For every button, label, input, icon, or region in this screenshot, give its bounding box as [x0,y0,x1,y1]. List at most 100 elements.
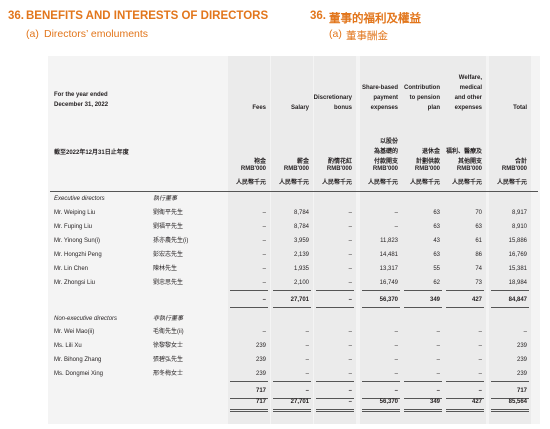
cell: 11,823 [380,237,398,244]
director-name-zh: 張碧弘先生 [153,357,184,363]
rule [491,381,529,382]
cell: 349 [429,296,440,303]
cell: plan [427,105,440,111]
cell: – [262,251,266,258]
rule [446,411,484,412]
director-name: Mr. Wei Mao(ii) [54,329,95,335]
cell: RMB'000 [240,166,266,172]
cell: RMB'000 [501,166,527,172]
cell: 酌情花紅 [327,159,352,165]
rule [273,289,311,291]
column-shade [402,56,444,424]
cell: 62 [433,279,440,286]
rule [316,398,354,399]
cell: – [348,223,352,230]
cell: – [262,296,266,303]
cell: – [305,371,309,377]
column-shade [360,56,402,424]
section-title: BENEFITS AND INTERESTS OF DIRECTORS [26,10,269,22]
rule [273,411,311,412]
cell: – [305,388,309,394]
sub-label: (a) [26,28,39,40]
cell: – [394,223,398,230]
cell: 8,910 [511,223,527,230]
cell: – [348,296,352,303]
rule [446,409,484,410]
period-label: December 31, 2022 [54,102,109,108]
cell: 349 [429,399,440,405]
cell: 86 [475,251,482,258]
rule [50,191,538,192]
cell: – [348,237,352,244]
cell: 人民幣千元 [409,180,440,186]
cell: 16,769 [508,251,527,258]
rule [362,306,400,308]
section-number: 36. [8,10,24,22]
cell: 18,984 [508,279,527,286]
cell: – [394,388,398,394]
rule [446,289,484,291]
cell: 3,959 [293,237,309,244]
rule [230,306,268,308]
rule [230,409,268,410]
cell: 福利、醫療及 [445,149,482,155]
cell: – [478,329,482,335]
cell: 43 [433,237,440,244]
rule [446,398,484,399]
cell: Total [513,105,527,111]
cell: 239 [516,357,527,363]
cell: bonus [334,105,352,111]
cell: expenses [454,105,482,111]
cell: 其他開支 [457,159,482,165]
cell: Salary [290,105,309,111]
cell: 84,847 [508,296,527,303]
director-name: Mr. Hongzhi Peng [54,251,102,258]
cell: to pension [409,95,440,101]
cell: 239 [255,343,266,349]
rule [316,289,354,291]
cell: RMB'000 [456,166,482,172]
director-name-zh: 劉衛平先生 [153,209,184,216]
rule [491,289,529,291]
cell: 1,935 [293,265,309,272]
cell: – [348,357,352,363]
cell: 61 [475,237,482,244]
rule [273,381,311,382]
rule [316,409,354,410]
cell: – [478,371,482,377]
cell: 717 [516,388,527,394]
sub-label-zh: (a) [329,28,342,40]
cell: – [394,357,398,363]
cell: 袍金 [253,159,266,165]
cell: 人民幣千元 [496,180,527,186]
cell: 63 [433,223,440,230]
rule [404,289,442,291]
cell: 人民幣千元 [235,180,266,186]
cell: 8,784 [293,223,309,230]
cell: Welfare, [458,75,482,81]
period-label-zh: 截至2022年12月31日止年度 [54,150,129,156]
column-shade [228,56,270,424]
cell: – [348,209,352,216]
rule [362,411,400,412]
director-name: Ms. Lili Xu [54,343,82,349]
rule [273,409,311,410]
cell: – [348,251,352,258]
column-shade [314,56,356,424]
cell: Fees [252,105,266,111]
cell: – [262,329,266,335]
rule [491,411,529,412]
rule [404,381,442,382]
cell: RMB'000 [326,166,352,172]
cell: – [394,371,398,377]
cell: 427 [471,399,482,405]
cell: RMB'000 [372,166,398,172]
cell: – [348,343,352,349]
cell: 717 [255,399,266,405]
cell: 15,381 [508,265,527,272]
column-shade [489,56,531,424]
director-name: Ms. Dongmei Xing [54,371,104,377]
rule [230,381,268,382]
cell: medical [459,85,482,91]
cell: – [394,209,398,216]
